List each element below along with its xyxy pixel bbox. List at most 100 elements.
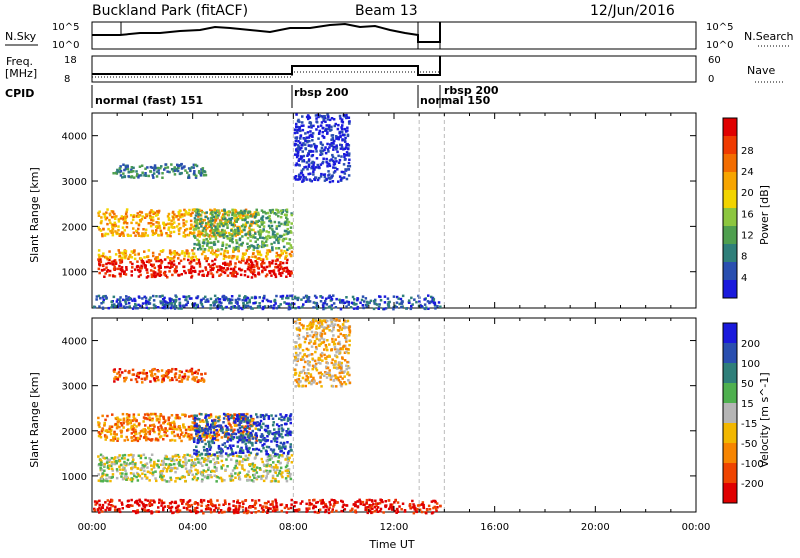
data-cell: [262, 444, 265, 447]
data-cell: [256, 448, 259, 451]
data-cell: [306, 136, 309, 139]
data-cell: [251, 419, 254, 422]
data-cell: [231, 217, 234, 220]
data-cell: [275, 415, 278, 418]
data-cell: [100, 221, 103, 224]
data-cell: [311, 353, 314, 356]
data-cell: [222, 225, 225, 228]
data-cell: [157, 418, 160, 421]
data-cell: [147, 255, 150, 258]
data-cell: [182, 305, 185, 308]
data-cell: [342, 323, 345, 326]
data-cell: [177, 218, 180, 221]
data-cell: [323, 118, 326, 121]
data-cell: [214, 212, 217, 215]
data-cell: [244, 459, 247, 462]
data-cell: [270, 243, 273, 246]
data-cell: [142, 302, 145, 305]
data-cell: [247, 268, 250, 271]
data-cell: [382, 511, 385, 514]
data-cell: [105, 297, 108, 300]
data-cell: [302, 325, 305, 328]
data-cell: [281, 476, 284, 479]
data-cell: [258, 439, 261, 442]
data-cell: [254, 469, 257, 472]
data-cell: [284, 458, 287, 461]
data-cell: [296, 137, 299, 140]
data-cell: [181, 413, 184, 416]
data-cell: [267, 300, 270, 303]
data-cell: [238, 424, 241, 427]
data-cell: [346, 373, 349, 376]
data-cell: [271, 247, 274, 250]
data-cell: [266, 244, 269, 247]
data-cell: [348, 159, 351, 162]
data-cell: [98, 256, 101, 259]
data-cell: [162, 375, 165, 378]
data-cell: [183, 231, 186, 234]
data-cell: [121, 257, 124, 260]
data-cell: [231, 212, 234, 215]
data-cell: [225, 243, 228, 246]
data-cell: [298, 378, 301, 381]
data-cell: [302, 336, 305, 339]
colorbar-swatch: [723, 154, 737, 173]
data-cell: [190, 227, 193, 230]
data-cell: [137, 437, 140, 440]
data-cell: [309, 339, 312, 342]
data-cell: [181, 252, 184, 255]
data-cell: [346, 368, 349, 371]
data-cell: [158, 421, 161, 424]
data-cell: [213, 434, 216, 437]
data-cell: [185, 296, 188, 299]
data-cell: [322, 308, 325, 311]
data-cell: [266, 502, 269, 505]
data-cell: [184, 457, 187, 460]
data-cell: [291, 247, 294, 250]
data-cell: [239, 472, 242, 475]
data-cell: [178, 262, 181, 265]
data-cell: [132, 459, 135, 462]
data-cell: [343, 345, 346, 348]
data-cell: [205, 419, 208, 422]
data-cell: [428, 505, 431, 508]
data-cell: [200, 453, 203, 456]
data-cell: [410, 297, 413, 300]
data-cell: [232, 453, 235, 456]
data-cell: [170, 370, 173, 373]
data-cell: [211, 223, 214, 226]
data-cell: [378, 303, 381, 306]
data-cell: [104, 272, 107, 275]
data-cell: [135, 170, 138, 173]
data-cell: [147, 414, 150, 417]
colorbar-swatch: [723, 118, 737, 137]
data-cell: [234, 472, 237, 475]
data-cell: [325, 358, 328, 361]
data-cell: [400, 508, 403, 511]
data-cell: [152, 428, 155, 431]
data-cell: [183, 426, 186, 429]
data-cell: [144, 377, 147, 380]
data-cell: [178, 233, 181, 236]
data-cell: [276, 466, 279, 469]
data-cell: [260, 450, 263, 453]
data-cell: [150, 464, 153, 467]
data-cell: [331, 330, 334, 333]
data-cell: [151, 454, 154, 457]
data-cell: [297, 129, 300, 132]
data-cell: [154, 379, 157, 382]
data-cell: [335, 376, 338, 379]
data-cell: [174, 426, 177, 429]
data-cell: [152, 216, 155, 219]
data-cell: [272, 233, 275, 236]
data-cell: [106, 474, 109, 477]
data-cell: [410, 308, 413, 311]
data-cell: [101, 478, 104, 481]
data-cell: [249, 225, 252, 228]
data-cell: [106, 457, 109, 460]
data-cell: [113, 213, 116, 216]
data-cell: [132, 454, 135, 457]
data-cell: [254, 302, 257, 305]
data-cell: [186, 228, 189, 231]
data-cell: [321, 373, 324, 376]
